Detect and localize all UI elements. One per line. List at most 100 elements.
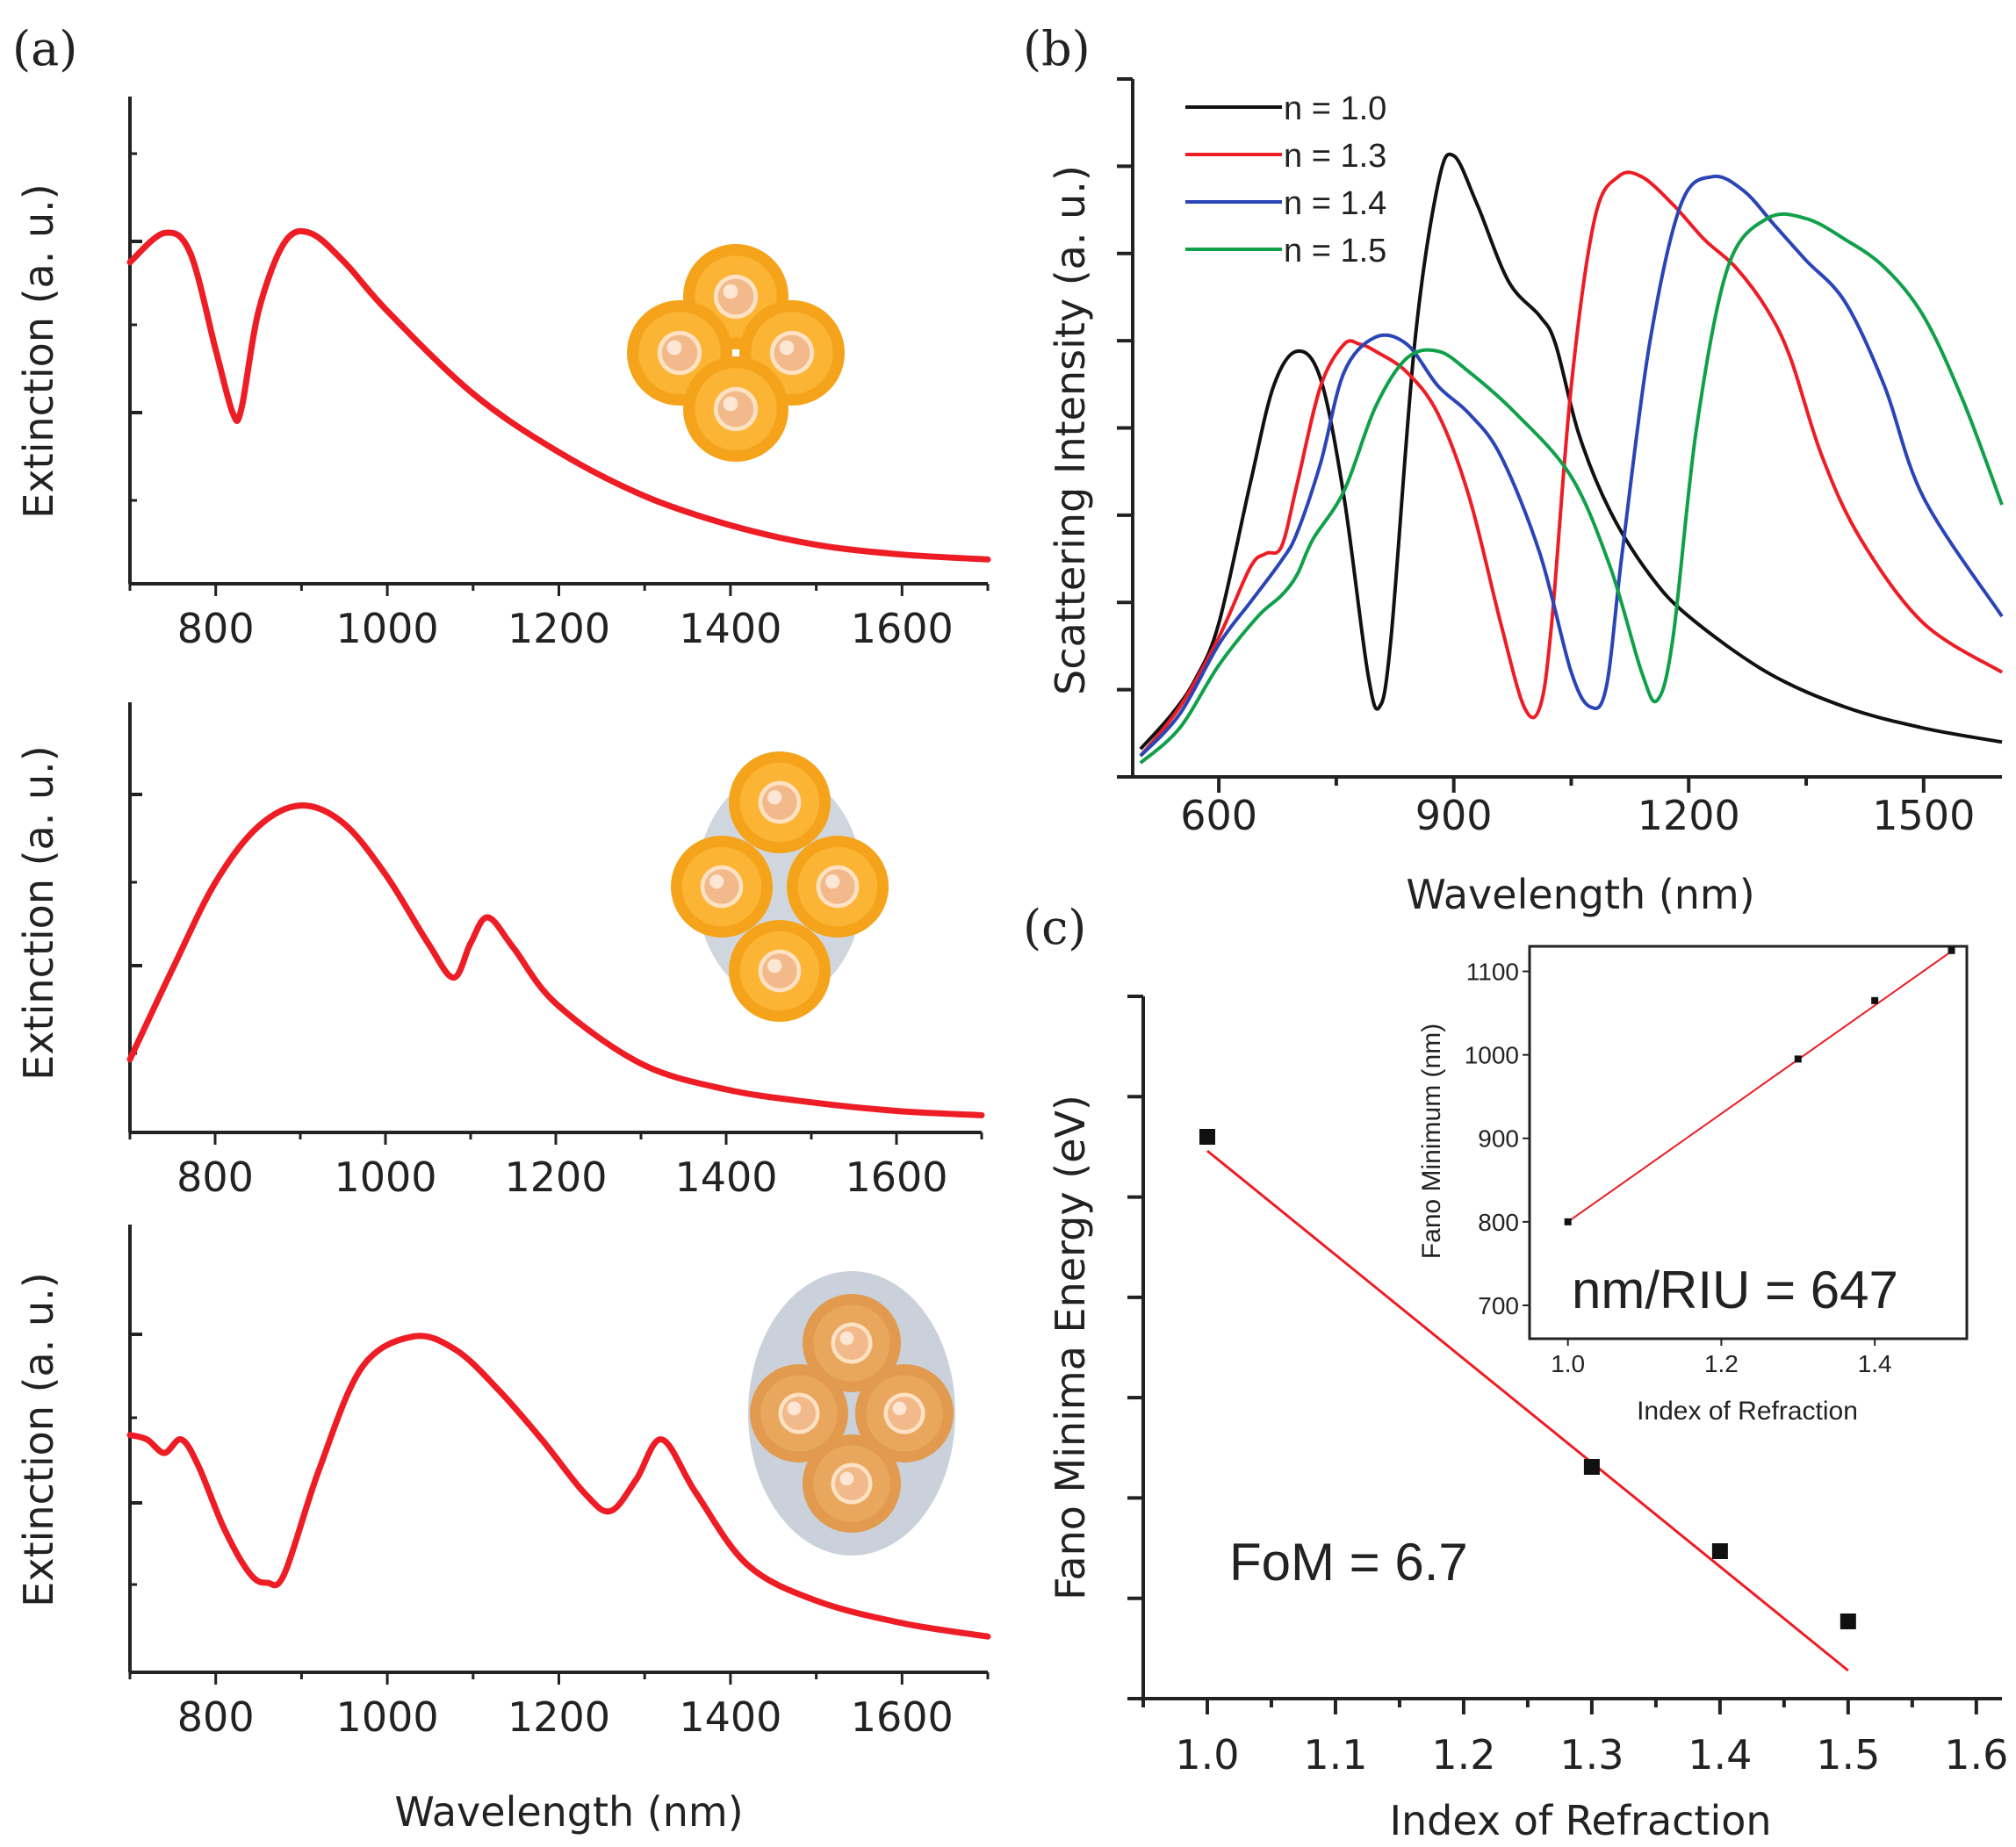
chart-b-series-line-3 bbox=[1139, 212, 2004, 765]
particle-3-core-highlight bbox=[839, 1471, 854, 1486]
chart-a3: 800 1000 1200 1400 1600 Extinction (a. u.) Wav… bbox=[15, 1225, 991, 1836]
chart-c-x-tick-label: 1.5 bbox=[1816, 1731, 1880, 1779]
chart-c-x-tick-label: 1.4 bbox=[1688, 1731, 1752, 1779]
particle-1-core bbox=[661, 334, 698, 371]
embedded-tetramer-icon bbox=[748, 1271, 955, 1556]
chart-c-inset-x-tick-label: 1.0 bbox=[1551, 1350, 1585, 1377]
chart-a1-x-tick-label: 800 bbox=[177, 605, 255, 652]
chart-a3-series-line bbox=[126, 1333, 991, 1640]
particle-0-core-highlight bbox=[723, 284, 738, 299]
chart-c-x-tick-label: 1.6 bbox=[1944, 1731, 2008, 1779]
chart-c-annotation: FoM = 6.7 bbox=[1229, 1533, 1468, 1592]
chart-b: 600 900 1200 1500 Scattering Intensity (a. u… bbox=[1023, 21, 2004, 918]
chart-b-panel-label: (b) bbox=[1023, 21, 1091, 76]
chart-b-y-axis-title: Scattering Intensity (a. u.) bbox=[1047, 165, 1094, 695]
chart-b-legend-label: n = 1.0 bbox=[1284, 90, 1386, 127]
chart-b-x-axis-title: Wavelength (nm) bbox=[1406, 871, 1754, 918]
particle-0-core bbox=[834, 1326, 869, 1361]
chart-a1-x-tick-label: 1000 bbox=[336, 605, 439, 652]
chart-a1: 800 1000 1200 1400 1600 Extinction (a. u.) (a) bbox=[12, 21, 991, 652]
chart-b-x-tick-label: 1200 bbox=[1638, 792, 1740, 839]
chart-c-inset-data-point bbox=[1794, 1055, 1802, 1063]
chart-c-inset-data-point bbox=[1948, 946, 1955, 954]
chart-c-x-tick-label: 1.3 bbox=[1559, 1731, 1624, 1779]
chart-c-inset-y-tick-label: 1000 bbox=[1465, 1042, 1519, 1069]
chart-a3-x-tick-label: 1200 bbox=[508, 1693, 610, 1741]
particle-0-core-highlight bbox=[767, 790, 782, 805]
particle-3-core bbox=[834, 1466, 869, 1501]
chart-c-x-tick-label: 1.0 bbox=[1175, 1731, 1239, 1779]
chart-c-inset-annotation: nm/RIU = 647 bbox=[1572, 1261, 1898, 1319]
chart-c-x-axis-title: Index of Refraction bbox=[1389, 1797, 1771, 1844]
chart-c-inset-x-tick-label: 1.4 bbox=[1858, 1350, 1892, 1377]
chart-c-inset-data-point bbox=[1871, 996, 1879, 1004]
figure-root: 800 1000 1200 1400 1600 Extinction (a. u.) (a)… bbox=[12, 21, 2008, 1844]
chart-b-series-line-1 bbox=[1139, 170, 2004, 758]
chart-a2-x-tick-label: 1000 bbox=[334, 1153, 436, 1201]
chart-a2-series-line bbox=[126, 802, 985, 1118]
chart-c-x-tick-label: 1.2 bbox=[1431, 1731, 1495, 1779]
chart-c-inset-data-point bbox=[1564, 1218, 1572, 1225]
chart-a3-x-tick-label: 1000 bbox=[336, 1693, 439, 1741]
particle-1-core-highlight bbox=[666, 340, 682, 356]
chart-c-data-point bbox=[1840, 1613, 1856, 1629]
chart-c-y-axis-title: Fano Minima Energy (eV) bbox=[1047, 1095, 1094, 1600]
particle-1-core-highlight bbox=[709, 874, 724, 889]
chart-c-inset-frame bbox=[1528, 945, 1969, 1340]
chart-c-data-point bbox=[1711, 1543, 1728, 1559]
chart-a1-x-tick-label: 1600 bbox=[851, 605, 954, 652]
chart-c-inset-y-tick-label: 1100 bbox=[1466, 959, 1519, 986]
particle-2-core bbox=[887, 1396, 922, 1431]
chart-a3-x-tick-label: 1600 bbox=[851, 1693, 954, 1741]
chart-b-series-line-2 bbox=[1139, 174, 2004, 758]
chart-c-inset-fit-line bbox=[1567, 950, 1953, 1223]
particle-0-core-highlight bbox=[839, 1331, 854, 1346]
chart-b-x-tick-label: 1500 bbox=[1872, 792, 1975, 839]
particle-0-core bbox=[717, 278, 754, 315]
chart-b-x-tick-label: 900 bbox=[1415, 792, 1493, 839]
chart-a2: 800 1000 1200 1400 1600 Extinction (a. u.) bbox=[15, 702, 985, 1201]
chart-c-inset-x-axis-title: Index of Refraction bbox=[1637, 1397, 1858, 1426]
chart-b-legend-label: n = 1.3 bbox=[1284, 138, 1386, 175]
chart-a1-x-tick-label: 1200 bbox=[508, 605, 610, 652]
chart-c: 1.0 1.1 1.2 1.3 1.4 1.5 1.6 Fano Minima Energy … bbox=[1023, 900, 2008, 1844]
chart-b-legend-label: n = 1.4 bbox=[1284, 185, 1386, 222]
matrix-ellipse bbox=[748, 1271, 955, 1556]
chart-c-inset-y-tick-label: 800 bbox=[1478, 1209, 1519, 1236]
chart-a1-panel-label: (a) bbox=[12, 21, 77, 76]
particle-1-core-highlight bbox=[787, 1401, 802, 1416]
chart-c-inset-x-tick-label: 1.2 bbox=[1704, 1350, 1739, 1377]
chart-c-panel-label: (c) bbox=[1023, 900, 1086, 955]
chart-a1-y-axis-title: Extinction (a. u.) bbox=[15, 183, 62, 518]
chart-b-x-tick-label: 600 bbox=[1180, 792, 1257, 839]
tetramer-in-matrix-icon bbox=[671, 751, 889, 1022]
particle-0-core bbox=[762, 785, 797, 820]
chart-b-series-line-0 bbox=[1139, 152, 2003, 751]
chart-c-inset-y-tick-label: 700 bbox=[1478, 1292, 1519, 1319]
chart-a3-y-axis-title: Extinction (a. u.) bbox=[15, 1272, 62, 1606]
particle-2-core bbox=[820, 869, 855, 904]
chart-a1-x-tick-label: 1400 bbox=[679, 605, 781, 652]
chart-b-legend-label: n = 1.5 bbox=[1284, 233, 1386, 270]
particle-3-core bbox=[717, 391, 754, 428]
chart-a3-x-tick-label: 800 bbox=[177, 1693, 255, 1741]
chart-c-data-point bbox=[1583, 1459, 1600, 1475]
chart-a2-x-tick-label: 1600 bbox=[845, 1153, 947, 1201]
particle-2-core-highlight bbox=[825, 874, 840, 889]
chart-c-inset-y-tick-label: 900 bbox=[1478, 1125, 1519, 1153]
chart-a2-x-tick-label: 1200 bbox=[504, 1153, 607, 1201]
particle-3-core-highlight bbox=[767, 959, 782, 974]
particle-2-core-highlight bbox=[779, 340, 795, 356]
chart-a3-x-tick-label: 1400 bbox=[679, 1693, 781, 1741]
particle-3-core bbox=[762, 953, 797, 988]
chart-c-x-tick-label: 1.1 bbox=[1303, 1731, 1367, 1779]
chart-a2-x-tick-label: 1400 bbox=[674, 1153, 777, 1201]
nanoparticle-tetramer-icon bbox=[627, 244, 845, 462]
particle-1-core bbox=[781, 1396, 817, 1431]
particle-1-core bbox=[704, 869, 739, 904]
chart-c-data-point bbox=[1199, 1129, 1215, 1145]
chart-a2-x-tick-label: 800 bbox=[176, 1153, 254, 1201]
chart-c-inset-y-axis-title: Fano Minimum (nm) bbox=[1417, 1024, 1446, 1259]
particle-2-core bbox=[774, 334, 810, 371]
